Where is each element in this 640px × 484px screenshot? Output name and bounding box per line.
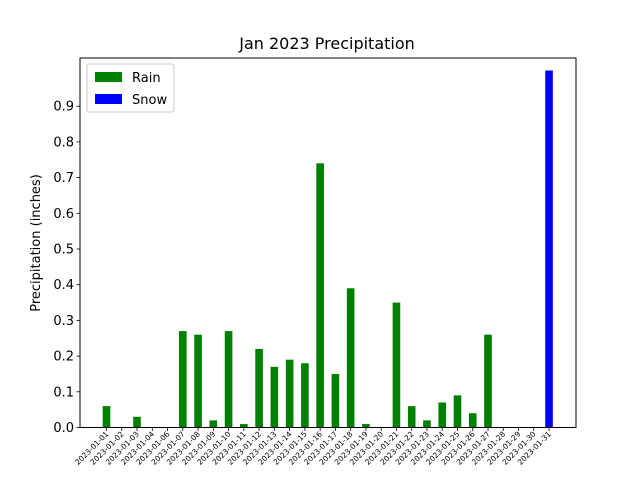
y-tick-label: 0.0 xyxy=(53,421,74,436)
legend-swatch-rain xyxy=(95,72,122,82)
bars-group xyxy=(102,70,553,428)
bar-rain-2023-01-18 xyxy=(346,288,355,428)
y-tick-label: 0.2 xyxy=(53,350,74,365)
y-tick-label: 0.3 xyxy=(53,314,74,329)
bar-rain-2023-01-01 xyxy=(102,406,111,428)
y-tick-label: 0.9 xyxy=(53,100,74,115)
y-axis-label: Precipitation (inches) xyxy=(29,174,44,312)
plot-frame xyxy=(79,57,577,428)
bar-rain-2023-01-12 xyxy=(255,348,263,428)
bar-rain-2023-01-08 xyxy=(194,334,202,428)
bar-rain-2023-01-23 xyxy=(423,420,431,428)
chart-title: Jan 2023 Precipitation xyxy=(238,34,415,53)
legend-label-rain: Rain xyxy=(132,71,161,86)
bar-rain-2023-01-26 xyxy=(468,413,477,428)
y-tick-label: 0.1 xyxy=(53,385,74,400)
bar-rain-2023-01-09 xyxy=(209,420,218,428)
legend: Rain Snow xyxy=(86,63,175,113)
y-tick-label: 0.8 xyxy=(53,135,74,150)
bar-rain-2023-01-19 xyxy=(362,423,370,428)
bar-rain-2023-01-10 xyxy=(224,331,233,428)
bar-rain-2023-01-27 xyxy=(484,334,492,428)
bar-rain-2023-01-22 xyxy=(407,406,416,428)
y-axis: 0.0 0.1 0.2 0.3 0.4 0.5 0.6 0.7 0.8 0.9 xyxy=(53,100,80,436)
bar-rain-2023-01-25 xyxy=(453,395,462,428)
bar-rain-2023-01-03 xyxy=(133,416,141,428)
y-tick-label: 0.6 xyxy=(53,207,74,222)
bar-rain-2023-01-14 xyxy=(285,359,294,428)
bar-rain-2023-01-15 xyxy=(301,363,309,428)
bar-rain-2023-01-13 xyxy=(270,366,279,428)
legend-swatch-snow xyxy=(95,94,122,104)
bar-snow-2023-01-31 xyxy=(545,70,553,428)
y-tick-label: 0.5 xyxy=(53,243,74,258)
bar-rain-2023-01-07 xyxy=(179,331,187,428)
y-tick-label: 0.4 xyxy=(53,278,74,293)
bar-rain-2023-01-17 xyxy=(331,373,340,428)
legend-label-snow: Snow xyxy=(132,93,167,108)
bar-rain-2023-01-24 xyxy=(438,402,447,428)
y-tick-label: 0.7 xyxy=(53,171,74,186)
bar-rain-2023-01-11 xyxy=(240,423,248,428)
bar-rain-2023-01-21 xyxy=(392,302,401,428)
bar-rain-2023-01-16 xyxy=(316,163,324,428)
